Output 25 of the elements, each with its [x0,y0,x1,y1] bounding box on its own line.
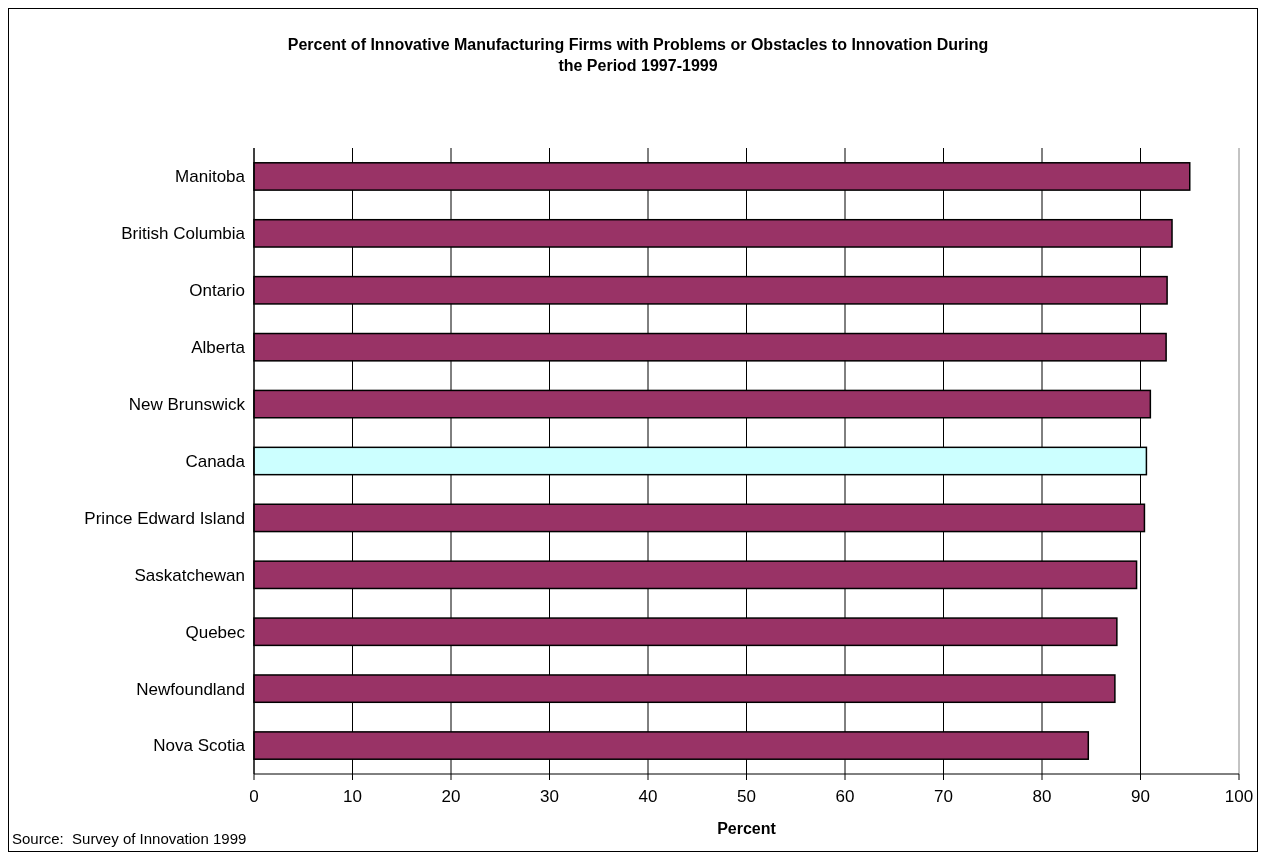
y-tick-label: Quebec [185,622,246,642]
x-tick-label: 20 [441,787,461,806]
source-note: Source: Survey of Innovation 1999 [12,830,247,847]
y-tick-label: British Columbia [121,224,246,244]
x-tick-label: 80 [1032,787,1052,806]
y-tick-label: Prince Edward Island [84,508,245,528]
y-tick-label: Ontario [189,281,245,301]
y-tick-label: Manitoba [175,167,246,187]
y-tick-label: Newfoundland [136,679,245,699]
y-tick-label: New Brunswick [128,395,246,415]
x-tick-label: 100 [1224,787,1254,806]
y-tick-label: Alberta [191,338,246,358]
x-tick-label: 70 [934,787,953,806]
x-tick-label: 40 [638,787,658,806]
x-tick-label: 50 [737,787,756,806]
chart-title: Percent of Innovative Manufacturing Firms with Problems or Obstacles to Innovation During the Period 1997-1999 [287,36,989,74]
x-tick-label: 30 [540,787,559,806]
y-tick-label: Canada [185,451,246,471]
x-tick-label: 90 [1131,787,1150,806]
x-axis-title: Percent [717,820,777,837]
y-tick-label: Nova Scotia [153,736,246,756]
x-tick-label: 10 [343,787,362,806]
x-tick-label: 0 [249,787,259,806]
y-tick-label: Saskatchewan [134,565,245,585]
x-tick-label: 60 [835,787,855,806]
